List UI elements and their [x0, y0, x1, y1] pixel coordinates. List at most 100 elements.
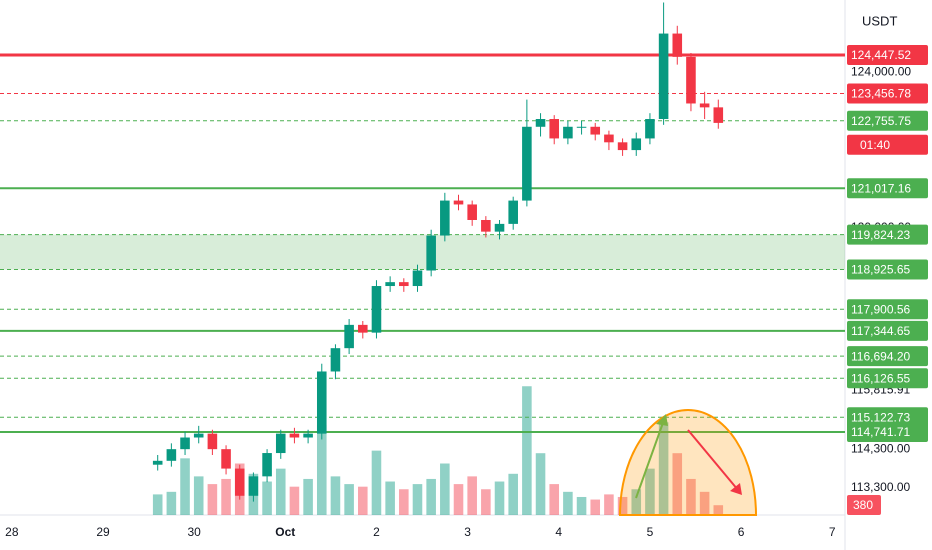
volume-bar	[166, 491, 177, 515]
price-level-box	[847, 320, 928, 341]
x-tick-label: 30	[187, 525, 201, 539]
level-layer	[0, 53, 845, 434]
y-tick-label: 114,300.00	[851, 441, 910, 455]
price-level-box	[847, 422, 928, 443]
volume-bar	[358, 486, 368, 515]
candle-body	[152, 460, 163, 465]
x-tick-label: 6	[738, 525, 745, 539]
y-tick-label: 124,000.00	[851, 65, 911, 79]
candle-body	[385, 282, 395, 287]
highlight-circle	[618, 409, 758, 516]
price-level-label: 116,694.20	[851, 349, 910, 363]
candle-body	[180, 437, 190, 450]
volume-bar	[412, 484, 423, 515]
candle-body	[303, 433, 313, 438]
candle-body	[522, 126, 532, 201]
volume-label: 380	[853, 498, 873, 512]
volume-bar	[699, 491, 710, 515]
candle-body	[494, 223, 505, 232]
volume-bar	[371, 450, 382, 515]
volume-bar	[604, 494, 614, 515]
x-tick-label: Oct	[275, 525, 295, 539]
price-level-box	[847, 83, 928, 104]
candle-body	[358, 324, 368, 333]
volume-layer	[152, 386, 724, 515]
price-level-label: 118,925.65	[851, 263, 910, 277]
support-zone	[0, 234, 845, 270]
volume-bar	[658, 422, 669, 515]
volume-bar	[467, 476, 477, 515]
x-tick-label: 4	[555, 525, 562, 539]
volume-bar	[221, 478, 231, 515]
volume-bar	[645, 468, 655, 515]
volume-bar	[152, 494, 163, 515]
volume-bar	[549, 484, 560, 515]
volume-bar	[399, 489, 409, 515]
price-level-box	[847, 224, 928, 245]
candle-body	[481, 219, 491, 232]
axis-layer: 282930Oct234567124,000.00120,000.00115,8…	[5, 45, 928, 539]
candle-body	[275, 433, 286, 454]
candle-body	[535, 119, 546, 127]
volume-bar	[180, 458, 190, 515]
candle-body	[645, 119, 655, 139]
price-level-label: 114,741.71	[851, 425, 910, 439]
candle-body	[453, 200, 464, 205]
price-level-label: 122,755.75	[851, 114, 911, 128]
candle-body	[686, 56, 696, 104]
candle-body	[699, 103, 710, 108]
volume-bar	[535, 453, 546, 515]
candle-body	[234, 468, 245, 496]
countdown-box	[847, 134, 928, 155]
candle-body	[262, 453, 272, 477]
candle-body	[193, 433, 204, 438]
volume-bar	[262, 481, 272, 515]
candle-body	[617, 142, 628, 151]
candle-body	[426, 235, 436, 271]
volume-bar	[481, 489, 491, 515]
volume-bar	[193, 476, 204, 515]
volume-bar	[207, 484, 218, 515]
price-level-label: 117,900.56	[851, 302, 910, 316]
volume-box	[847, 495, 881, 515]
price-level-label: 117,344.65	[851, 324, 910, 338]
currency-label: USDT	[862, 13, 897, 28]
volume-bar	[631, 489, 642, 515]
candle-body	[166, 449, 177, 461]
price-level-box	[847, 368, 928, 389]
price-level-label: 119,824.23	[851, 228, 910, 242]
price-level-label: 115,122.73	[851, 410, 910, 424]
price-level-box	[847, 299, 928, 320]
x-tick-label: 28	[5, 525, 19, 539]
volume-bar	[672, 453, 683, 515]
candle-body	[713, 107, 724, 123]
annotation-layer	[618, 409, 758, 516]
candle-body	[289, 433, 300, 438]
countdown: 01:40	[860, 138, 890, 152]
x-tick-label: 3	[464, 525, 471, 539]
x-tick-label: 7	[829, 525, 836, 539]
price-level-label: 116,126.55	[851, 371, 910, 385]
candle-body	[549, 119, 560, 139]
x-tick-label: 2	[373, 525, 380, 539]
volume-bar	[494, 481, 505, 515]
candle-body	[316, 371, 327, 434]
arrow-down	[687, 429, 739, 491]
candle-body	[399, 282, 409, 287]
candle-body	[467, 204, 477, 220]
layers: 282930Oct234567124,000.00120,000.00115,8…	[0, 2, 928, 539]
y-tick-label: 113,300.00	[851, 480, 910, 494]
volume-bar	[303, 478, 313, 515]
price-level-label: 121,017.16	[851, 181, 911, 195]
candle-body	[576, 126, 587, 128]
volume-bar	[563, 491, 573, 515]
volume-bar	[289, 486, 300, 515]
candle-body	[207, 433, 218, 450]
price-level-box	[847, 178, 928, 199]
candle-body	[508, 200, 518, 224]
candle-body	[590, 126, 601, 135]
x-tick-label: 5	[647, 525, 654, 539]
arrow-up-head	[656, 414, 668, 426]
